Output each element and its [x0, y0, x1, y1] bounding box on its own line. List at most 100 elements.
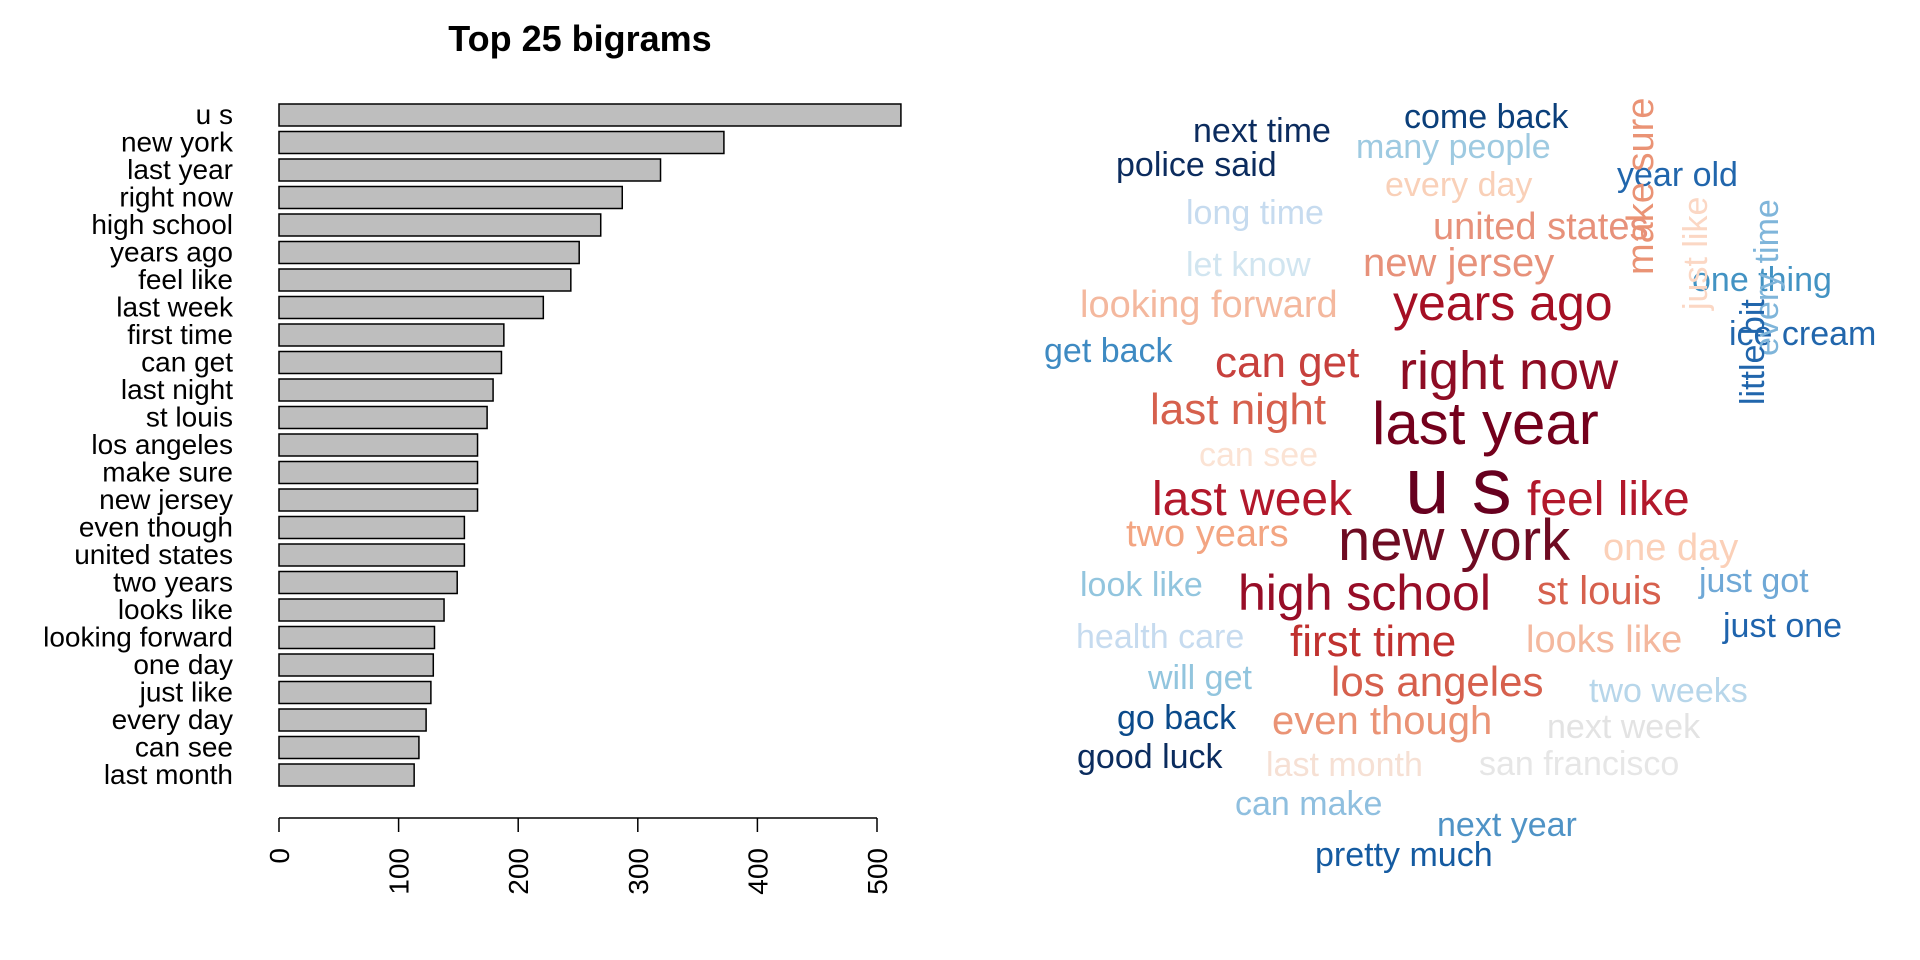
bar [278, 130, 725, 155]
cloud-word: health care [1076, 618, 1245, 656]
cloud-word: new jersey [1363, 241, 1555, 285]
bar [278, 323, 505, 347]
word-cloud: come back next time many people police said… [1000, 80, 1920, 940]
bar [278, 295, 545, 320]
cloud-word: last night [1150, 385, 1327, 434]
bar [278, 213, 602, 237]
cloud-word: high school [1238, 565, 1491, 621]
bar [278, 240, 580, 265]
bar [278, 185, 624, 210]
category-label: new york [121, 127, 234, 158]
cloud-word: will get [1148, 659, 1252, 697]
bar [278, 460, 479, 485]
cloud-word: little bit [1734, 299, 1772, 405]
category-label: two years [113, 567, 233, 598]
bar [278, 433, 479, 457]
cloud-word: one thing [1692, 261, 1832, 299]
x-tick-label: 0 [264, 848, 295, 864]
cloud-word: year old [1617, 156, 1738, 194]
cloud-word: can see [1199, 436, 1319, 474]
bar [278, 103, 902, 127]
cloud-word: look like [1080, 566, 1203, 604]
cloud-word: go back [1117, 699, 1237, 737]
cloud-word: years ago [1393, 275, 1613, 331]
bar [278, 350, 503, 375]
bar [278, 158, 662, 182]
cloud-word: feel like [1527, 473, 1690, 526]
cloud-word: many people [1356, 128, 1551, 166]
cloud-word: san francisco [1479, 745, 1680, 783]
category-label: feel like [138, 264, 233, 295]
x-tick-label: 400 [742, 848, 773, 895]
x-tick-label: 100 [384, 848, 415, 895]
cloud-word: can get [1215, 338, 1360, 387]
bar [278, 598, 445, 622]
cloud-word: just got [1699, 562, 1809, 600]
cloud-word: good luck [1077, 738, 1223, 776]
category-label: every day [112, 704, 233, 735]
cloud-word: new york [1338, 508, 1571, 573]
cloud-word: long time [1186, 194, 1324, 232]
category-label: one day [133, 649, 233, 680]
bar-chart-title: Top 25 bigrams [448, 18, 712, 59]
bar [278, 570, 458, 595]
cloud-word: just one [1723, 607, 1843, 645]
category-label: make sure [102, 457, 233, 488]
category-label: looks like [118, 594, 233, 625]
cloud-word: get back [1044, 332, 1173, 370]
bar [278, 680, 432, 705]
bar [278, 378, 494, 402]
cloud-word: last week [1152, 473, 1353, 526]
category-label: can get [141, 347, 233, 378]
category-label: last night [121, 374, 233, 405]
cloud-word: let know [1186, 246, 1311, 284]
x-tick-label: 200 [503, 848, 534, 895]
cloud-word: can make [1235, 785, 1383, 823]
bar [278, 763, 415, 787]
cloud-word: every day [1385, 166, 1533, 204]
cloud-word: one day [1603, 527, 1739, 569]
category-label: years ago [110, 237, 233, 268]
cloud-word: two weeks [1589, 672, 1748, 710]
bar [278, 543, 466, 567]
cloud-word: police said [1116, 146, 1277, 184]
cloud-word: just like [1677, 196, 1715, 310]
category-label: u s [196, 99, 233, 130]
cloud-word: come back [1404, 98, 1569, 136]
bar [278, 405, 488, 430]
cloud-word: u s [1405, 441, 1512, 530]
cloud-word: even though [1272, 699, 1493, 743]
bar [278, 708, 427, 732]
cloud-word: make sure [1620, 97, 1662, 275]
bar [278, 268, 572, 292]
cloud-word: next week [1547, 708, 1701, 746]
cloud-word: last month [1266, 746, 1423, 784]
cloud-word: st louis [1537, 569, 1662, 613]
bar [278, 735, 420, 760]
category-label: right now [119, 182, 233, 213]
cloud-word: next time [1193, 112, 1331, 150]
x-tick-label: 500 [862, 848, 893, 895]
bar [278, 625, 436, 650]
category-label: high school [91, 209, 233, 240]
category-label: first time [127, 319, 233, 350]
cloud-word: looking forward [1080, 284, 1338, 326]
cloud-word: pretty much [1315, 836, 1493, 874]
cloud-word: right now [1399, 341, 1619, 401]
category-label: united states [74, 539, 233, 570]
cloud-word: los angeles [1331, 658, 1544, 705]
cloud-word: next year [1437, 806, 1577, 844]
category-label: last month [104, 759, 233, 790]
cloud-word: united states [1433, 206, 1649, 248]
bar [278, 488, 479, 512]
category-label: can see [135, 732, 233, 763]
bar [278, 515, 466, 540]
category-label: just like [139, 677, 233, 708]
category-label: st louis [146, 402, 233, 433]
bar [278, 653, 435, 677]
cloud-word: first time [1290, 617, 1457, 666]
category-label: looking forward [43, 622, 233, 653]
cloud-word: last year [1372, 390, 1599, 457]
cloud-word: looks like [1526, 619, 1683, 661]
